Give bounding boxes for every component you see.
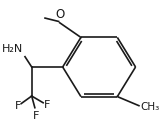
Text: O: O xyxy=(56,8,65,21)
Text: F: F xyxy=(43,100,50,110)
Text: F: F xyxy=(15,101,21,111)
Text: F: F xyxy=(33,111,39,121)
Text: CH₃: CH₃ xyxy=(140,102,160,112)
Text: H₂N: H₂N xyxy=(2,44,23,54)
